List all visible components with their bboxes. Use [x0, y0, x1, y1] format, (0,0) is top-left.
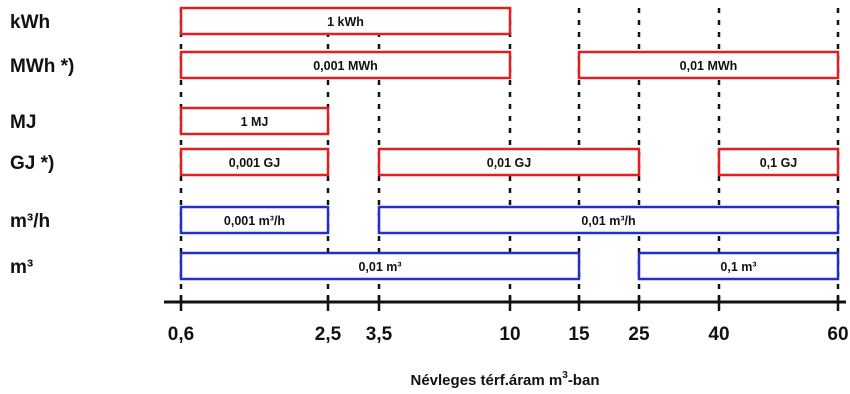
- tick-label-7: 60: [827, 324, 848, 345]
- range-bar-label-5-1: 0,1 m³: [720, 260, 756, 274]
- range-bar-label-3-0: 0,001 GJ: [229, 156, 280, 170]
- range-bar-4-0: [179, 205, 330, 235]
- range-bar-label-3-2: 0,1 GJ: [760, 156, 798, 170]
- range-bar-label-1-1: 0,01 MWh: [680, 59, 738, 73]
- tick-label-5: 25: [628, 324, 650, 345]
- range-bar-label-4-0: 0,001 m³/h: [224, 214, 285, 228]
- row-label-5: m³: [10, 257, 33, 278]
- row-label-4: m³/h: [10, 211, 50, 232]
- range-bar-1-1: [577, 50, 840, 80]
- range-bar-5-0: [179, 251, 581, 281]
- range-bar-3-1: [377, 147, 641, 177]
- range-bar-label-2-0: 1 MJ: [241, 115, 269, 129]
- axis-title-suffix: -ban: [568, 372, 600, 389]
- row-labels: kWh MWh *) MJ GJ *) m³/h m³: [10, 12, 74, 278]
- range-bar-0-0: [179, 6, 512, 36]
- range-bar-label-3-1: 0,01 GJ: [487, 156, 532, 170]
- x-axis: 0,6 2,5 3,5 10 15 25 40 60: [164, 295, 849, 345]
- tick-label-0: 0,6: [168, 324, 194, 345]
- range-bar-label-5-0: 0,01 m³: [358, 260, 401, 274]
- range-bar-label-1-0: 0,001 MWh: [313, 59, 378, 73]
- row-label-3: GJ *): [10, 153, 54, 174]
- axis-title-main: Névleges térf.áram m: [411, 372, 563, 389]
- tick-label-2: 3,5: [366, 324, 393, 345]
- range-bar-2-0: [179, 106, 330, 136]
- row-label-1: MWh *): [10, 56, 74, 77]
- range-bar-3-0: [179, 147, 330, 177]
- range-bar-3-2: [717, 147, 840, 177]
- row-label-2: MJ: [10, 112, 36, 133]
- range-bars: 1 kWh 0,001 MWh 0,01 MWh 1 MJ 0,001 GJ 0,01 G…: [179, 6, 840, 281]
- row-label-0: kWh: [10, 12, 50, 33]
- range-bar-4-1: [377, 205, 840, 235]
- axis-title: Névleges térf.áram m3-ban: [411, 370, 600, 389]
- tick-label-6: 40: [708, 324, 729, 345]
- axis-title-superscript: 3: [562, 370, 568, 381]
- range-bar-label-0-0: 1 kWh: [327, 15, 364, 29]
- tick-label-1: 2,5: [315, 324, 342, 345]
- tick-label-3: 10: [499, 324, 520, 345]
- range-bar-1-0: [179, 50, 512, 80]
- tick-label-4: 15: [568, 324, 590, 345]
- range-bar-5-1: [637, 251, 840, 281]
- range-bar-label-4-1: 0,01 m³/h: [581, 214, 635, 228]
